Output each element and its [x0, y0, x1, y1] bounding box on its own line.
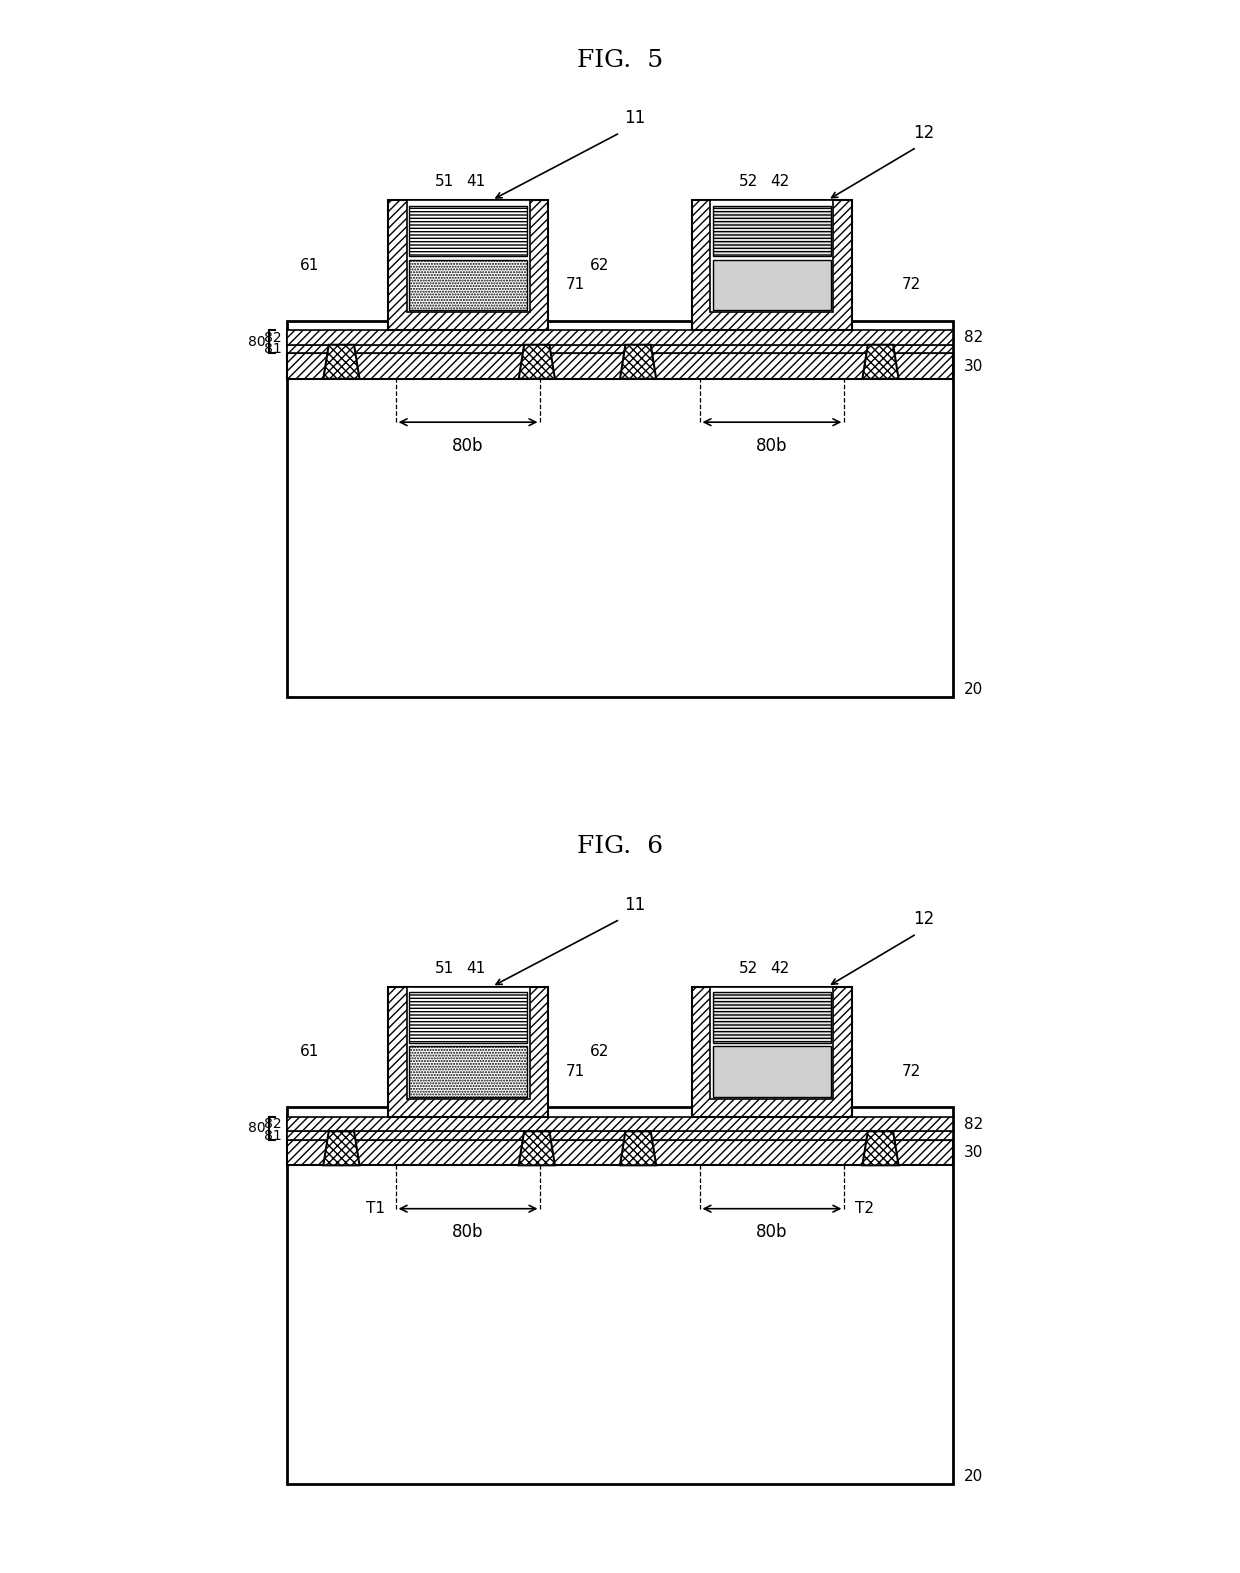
Bar: [388, 986, 548, 1117]
Text: 51: 51: [434, 961, 454, 975]
Text: 71: 71: [565, 1063, 585, 1079]
Text: 71: 71: [565, 277, 585, 293]
Bar: [692, 200, 852, 330]
Polygon shape: [620, 1131, 656, 1166]
Text: 82: 82: [264, 330, 281, 344]
Bar: [713, 206, 831, 256]
Polygon shape: [620, 344, 656, 379]
Polygon shape: [324, 344, 360, 379]
Text: FIG.  5: FIG. 5: [577, 49, 663, 72]
Text: 12: 12: [914, 124, 935, 142]
Text: 80b: 80b: [756, 437, 787, 455]
Bar: [407, 200, 529, 311]
Text: 51: 51: [434, 175, 454, 189]
Polygon shape: [862, 1131, 899, 1166]
Text: 82: 82: [963, 1117, 983, 1131]
Bar: [288, 330, 952, 344]
Polygon shape: [518, 344, 554, 379]
Text: 82: 82: [264, 1117, 281, 1131]
Text: 42: 42: [770, 961, 790, 975]
Polygon shape: [324, 1131, 360, 1166]
Text: 72: 72: [903, 277, 921, 293]
Text: 52: 52: [739, 961, 758, 975]
Text: 80b: 80b: [453, 437, 484, 455]
Text: FIG.  6: FIG. 6: [577, 835, 663, 859]
Bar: [713, 1046, 831, 1096]
Bar: [711, 986, 833, 1098]
Text: 62: 62: [590, 1044, 609, 1059]
Bar: [288, 1107, 952, 1483]
Text: 72: 72: [903, 1063, 921, 1079]
Polygon shape: [518, 1131, 554, 1166]
Text: 41: 41: [466, 175, 486, 189]
Bar: [288, 354, 952, 379]
Text: 11: 11: [624, 109, 645, 127]
Text: 81: 81: [264, 341, 281, 355]
Bar: [713, 260, 831, 310]
Text: 61: 61: [300, 1044, 320, 1059]
Polygon shape: [862, 344, 899, 379]
Bar: [288, 1131, 952, 1140]
Text: 52: 52: [739, 175, 758, 189]
Text: 30: 30: [963, 359, 983, 374]
Bar: [711, 200, 833, 311]
Bar: [409, 260, 527, 310]
Bar: [288, 1140, 952, 1166]
Bar: [388, 200, 548, 330]
Text: 20: 20: [963, 683, 983, 697]
Text: 82: 82: [963, 330, 983, 344]
Text: 80b: 80b: [756, 1224, 787, 1241]
Text: 20: 20: [963, 1469, 983, 1483]
Text: 62: 62: [590, 258, 609, 272]
Bar: [288, 1117, 952, 1131]
Text: 80: 80: [248, 1122, 265, 1136]
Text: 30: 30: [963, 1145, 983, 1161]
Bar: [409, 1046, 527, 1096]
Text: T2: T2: [856, 1202, 874, 1216]
Bar: [407, 986, 529, 1098]
Text: 61: 61: [300, 258, 320, 272]
Text: 42: 42: [770, 175, 790, 189]
Bar: [692, 986, 852, 1117]
Bar: [713, 993, 831, 1043]
Text: 12: 12: [914, 911, 935, 928]
Bar: [409, 993, 527, 1043]
Text: 81: 81: [264, 1128, 281, 1142]
Text: T1: T1: [366, 1202, 384, 1216]
Text: 41: 41: [466, 961, 486, 975]
Text: 80b: 80b: [453, 1224, 484, 1241]
Bar: [288, 321, 952, 697]
Bar: [409, 206, 527, 256]
Text: 80: 80: [248, 335, 265, 349]
Text: 11: 11: [624, 895, 645, 914]
Bar: [288, 344, 952, 354]
